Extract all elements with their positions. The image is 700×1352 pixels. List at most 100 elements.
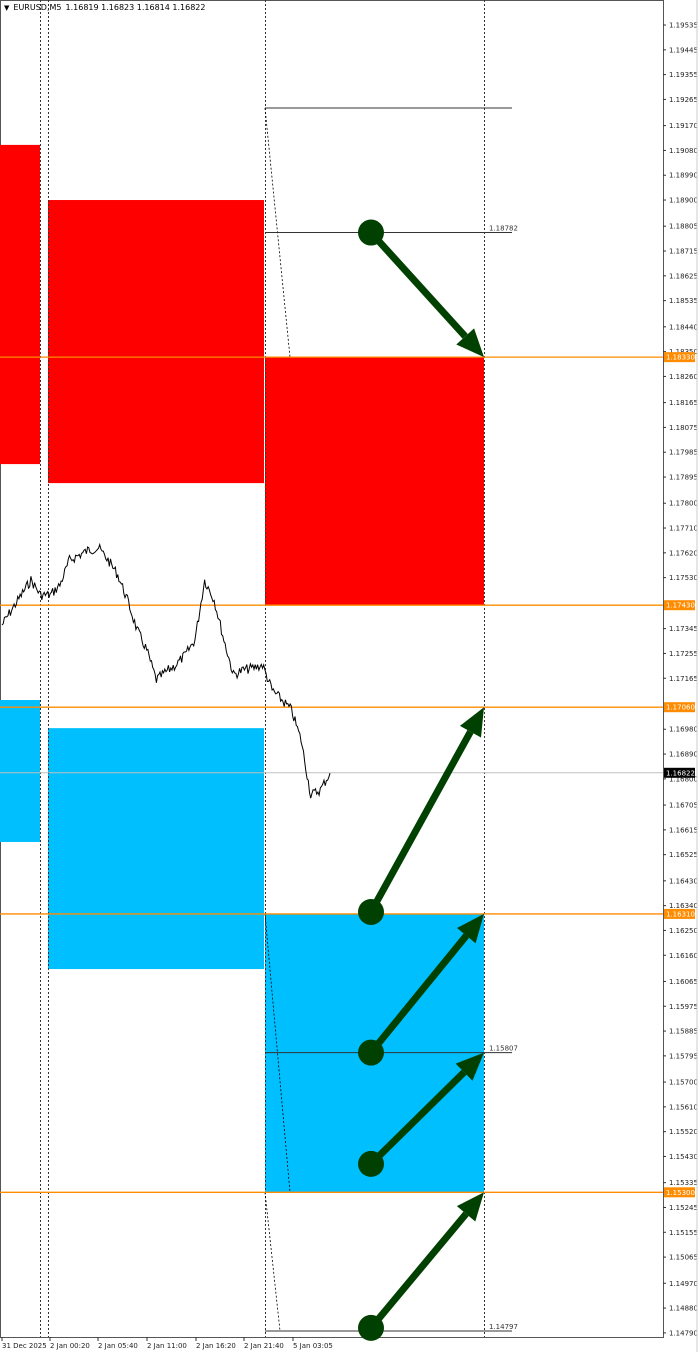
y-tick-label: 1.16615 xyxy=(669,826,698,834)
x-tick-label: 31 Dec 2025 xyxy=(2,1342,47,1350)
y-tick-label: 1.14790 xyxy=(669,1329,698,1337)
demand-zone xyxy=(48,728,264,970)
x-tick-label: 2 Jan 21:40 xyxy=(244,1342,284,1350)
diagonal-dotted-line xyxy=(264,1192,281,1331)
arrow-shaft xyxy=(368,230,468,339)
y-tick-label: 1.18535 xyxy=(669,297,698,305)
level-price-label: 1.17430 xyxy=(666,602,695,610)
level-price-tag xyxy=(664,352,695,363)
x-tick-label: 5 Jan 03:05 xyxy=(293,1342,333,1350)
level-price-label: 1.17060 xyxy=(666,704,695,712)
level-price-label: 1.15300 xyxy=(666,1189,695,1197)
y-tick-label: 1.16705 xyxy=(669,802,698,810)
y-tick-label: 1.15430 xyxy=(669,1153,698,1161)
arrow-head xyxy=(456,328,484,358)
y-tick-label: 1.18440 xyxy=(669,323,698,331)
y-tick-label: 1.16250 xyxy=(669,927,698,935)
arrow-shaft xyxy=(367,730,474,914)
arrow-annotation xyxy=(358,913,484,1066)
y-tick-label: 1.16980 xyxy=(669,726,698,734)
y-tick-label: 1.18260 xyxy=(669,373,698,381)
y-tick-label: 1.17800 xyxy=(669,500,698,508)
y-tick-label: 1.15700 xyxy=(669,1079,698,1087)
y-tick-label: 1.15065 xyxy=(669,1254,698,1262)
level-price-label: 1.16310 xyxy=(666,910,695,918)
y-tick-label: 1.18900 xyxy=(669,197,698,205)
arrow-annotation xyxy=(358,1052,484,1177)
y-tick-label: 1.18075 xyxy=(669,424,698,432)
level-price-tag xyxy=(664,908,695,919)
y-tick-label: 1.17255 xyxy=(669,650,698,658)
y-tick-label: 1.15795 xyxy=(669,1052,698,1060)
y-tick-label: 1.14880 xyxy=(669,1305,698,1313)
y-tick-label: 1.19445 xyxy=(669,46,698,54)
x-tick-label: 2 Jan 11:00 xyxy=(147,1342,187,1350)
arrow-shaft xyxy=(368,933,470,1055)
y-tick-label: 1.16065 xyxy=(669,978,698,986)
y-tick-label: 1.19265 xyxy=(669,96,698,104)
arrow-shaft xyxy=(368,1211,469,1331)
x-tick-label: 2 Jan 05:40 xyxy=(98,1342,138,1350)
y-tick-label: 1.18625 xyxy=(669,272,698,280)
y-tick-label: 1.19080 xyxy=(669,147,698,155)
arrow-shaft xyxy=(368,1069,467,1167)
level-price-tag xyxy=(664,1187,695,1198)
diagonal-dotted-line xyxy=(264,913,291,1193)
target-line-label: 1.15807 xyxy=(489,1045,518,1053)
arrow-head xyxy=(455,1052,484,1081)
chart-header: ▼ EURUSD,M5 1.16819 1.16823 1.16814 1.16… xyxy=(4,3,205,12)
supply-zone xyxy=(48,200,264,484)
plot-frame xyxy=(0,0,664,1338)
y-tick-label: 1.16525 xyxy=(669,851,698,859)
y-tick-label: 1.18715 xyxy=(669,248,698,256)
level-price-tag xyxy=(664,702,695,713)
y-tick-label: 1.18805 xyxy=(669,223,698,231)
y-tick-label: 1.16890 xyxy=(669,751,698,759)
target-line-label: 1.18782 xyxy=(489,225,518,233)
y-tick-label: 1.19170 xyxy=(669,122,698,130)
arrow-start-dot xyxy=(358,219,384,246)
y-tick-label: 1.17530 xyxy=(669,574,698,582)
level-price-label: 1.18330 xyxy=(666,354,695,362)
arrow-head xyxy=(457,913,484,944)
y-tick-label: 1.15610 xyxy=(669,1103,698,1111)
y-tick-label: 1.15245 xyxy=(669,1204,698,1212)
supply-zone xyxy=(0,144,40,465)
arrow-head xyxy=(456,1192,484,1222)
current-price-tag xyxy=(664,767,695,778)
y-tick-label: 1.17620 xyxy=(669,549,698,557)
y-tick-label: 1.16430 xyxy=(669,877,698,885)
y-tick-label: 1.18165 xyxy=(669,399,698,407)
arrow-start-dot xyxy=(358,1039,384,1066)
y-tick-label: 1.17895 xyxy=(669,474,698,482)
y-tick-label: 1.18990 xyxy=(669,172,698,180)
x-tick-label: 2 Jan 00:20 xyxy=(50,1342,90,1350)
y-tick-label: 1.19535 xyxy=(669,22,698,30)
target-line-label: 1.14797 xyxy=(489,1323,518,1331)
y-tick-label: 1.16160 xyxy=(669,952,698,960)
supply-zone xyxy=(265,357,484,606)
y-tick-label: 1.17710 xyxy=(669,525,698,533)
quote-label: 1.16819 1.16823 1.16814 1.16822 xyxy=(65,3,206,12)
arrow-annotation xyxy=(358,219,484,358)
y-tick-label: 1.17165 xyxy=(669,675,698,683)
arrow-start-dot xyxy=(358,1314,384,1341)
y-tick-label: 1.15520 xyxy=(669,1128,698,1136)
y-tick-label: 1.17345 xyxy=(669,625,698,633)
level-price-tag xyxy=(664,600,695,611)
triangle-down-icon[interactable]: ▼ xyxy=(4,3,10,12)
demand-zone xyxy=(0,700,40,842)
arrow-start-dot xyxy=(358,898,384,925)
y-tick-label: 1.18350 xyxy=(669,348,698,356)
arrow-head xyxy=(459,707,484,738)
arrow-annotation xyxy=(358,707,484,925)
y-tick-label: 1.15155 xyxy=(669,1229,698,1237)
y-tick-label: 1.16800 xyxy=(669,775,698,783)
y-tick-label: 1.16340 xyxy=(669,902,698,910)
x-tick-label: 2 Jan 16:20 xyxy=(196,1342,236,1350)
symbol-label: EURUSD,M5 xyxy=(13,3,62,12)
y-tick-label: 1.15885 xyxy=(669,1028,698,1036)
y-tick-label: 1.15975 xyxy=(669,1003,698,1011)
y-tick-label: 1.14970 xyxy=(669,1280,698,1288)
